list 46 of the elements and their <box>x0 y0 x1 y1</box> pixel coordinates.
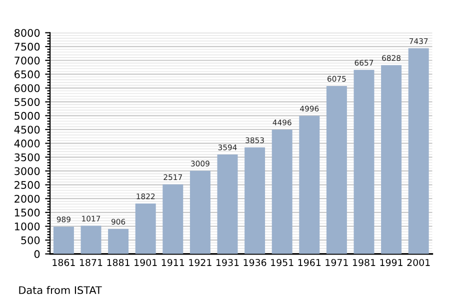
y-tick-label: 7000 <box>14 56 40 64</box>
bar <box>244 147 266 254</box>
y-tick-label: 3500 <box>14 153 40 162</box>
y-tick-label: 1500 <box>14 208 40 217</box>
bar <box>108 228 129 254</box>
x-tick-label: 1981 <box>353 258 376 266</box>
bar <box>326 86 347 254</box>
x-tick-label: 1901 <box>134 258 157 266</box>
bar <box>190 170 210 254</box>
y-tick-label: 1000 <box>14 222 40 230</box>
text: Data from ISTAT <box>19 286 102 294</box>
x-tick-label: 1871 <box>80 258 102 266</box>
x-tick-label: 1936 <box>244 258 266 266</box>
x-tick-label: 1951 <box>271 258 294 266</box>
bar <box>354 70 374 254</box>
bar <box>217 154 238 254</box>
bar <box>135 204 156 254</box>
y-tick-label: 5500 <box>14 98 40 106</box>
y-tick-label: 5000 <box>14 112 40 120</box>
x-tick-label: 1971 <box>326 258 348 266</box>
y-tick-label: 3000 <box>14 167 40 176</box>
x-tick-label: 1881 <box>107 258 130 266</box>
x-tick-label: 1961 <box>298 258 321 266</box>
y-tick-label: 8000 <box>14 28 40 37</box>
y-tick-label: 2500 <box>14 181 40 189</box>
bar <box>299 116 320 254</box>
y-tick-label: 4500 <box>14 126 40 134</box>
bar <box>80 226 102 254</box>
x-tick-label: 2001 <box>407 258 430 266</box>
x-tick-label: 1911 <box>162 258 184 266</box>
y-tick-label: 6500 <box>14 70 40 78</box>
x-tick-label: 1931 <box>216 258 239 266</box>
y-tick-label: 0 <box>34 250 40 258</box>
y-tick-label: 4000 <box>14 140 40 148</box>
x-tick-label: 1991 <box>380 258 402 266</box>
bar <box>408 48 429 254</box>
x-tick-label: 1921 <box>189 258 212 266</box>
bar <box>381 65 402 254</box>
y-tick-label: 6000 <box>14 84 40 92</box>
y-tick-label: 500 <box>21 236 40 244</box>
bar <box>272 130 292 254</box>
y-tick-label: 7500 <box>14 42 40 51</box>
bar <box>162 184 184 254</box>
bar <box>53 226 74 254</box>
y-tick-label: 2000 <box>14 194 40 203</box>
x-tick-label: 1861 <box>52 258 75 266</box>
